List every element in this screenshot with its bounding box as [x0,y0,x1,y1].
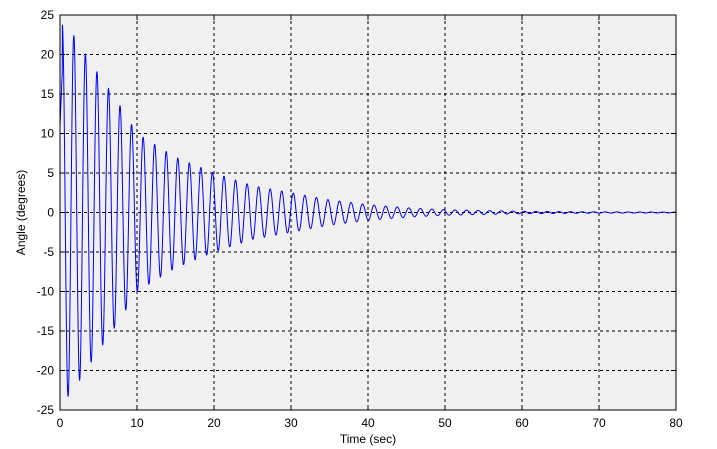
x-tick-label: 80 [669,416,683,430]
y-tick-label: 0 [47,206,54,220]
x-tick-label: 10 [130,416,144,430]
y-tick-label: 5 [47,166,54,180]
y-axis-label: Angle (degrees) [14,170,28,255]
y-tick-label: -25 [37,403,55,417]
x-tick-label: 50 [438,416,452,430]
x-tick-label: 60 [515,416,529,430]
x-tick-label: 70 [592,416,606,430]
y-tick-label: -10 [37,285,55,299]
grid-lines [60,15,676,410]
x-tick-labels: 0 10 20 30 40 50 60 70 80 [57,416,683,430]
y-tick-label: 20 [41,48,55,62]
x-tick-label: 40 [361,416,375,430]
y-tick-label: 25 [41,8,55,22]
y-tick-label: 15 [41,87,55,101]
y-tick-label: -15 [37,324,55,338]
y-tick-label: -20 [37,364,55,378]
x-tick-label: 0 [57,416,64,430]
series-line [59,24,677,397]
x-axis-label: Time (sec) [340,432,396,446]
y-tick-label: 10 [41,127,55,141]
y-tick-label: -5 [43,245,54,259]
x-tick-label: 20 [207,416,221,430]
axis-ticks [59,14,677,411]
y-tick-labels: 25 20 15 10 5 0 -5 -10 -15 -20 -25 [37,8,55,417]
x-tick-label: 30 [284,416,298,430]
